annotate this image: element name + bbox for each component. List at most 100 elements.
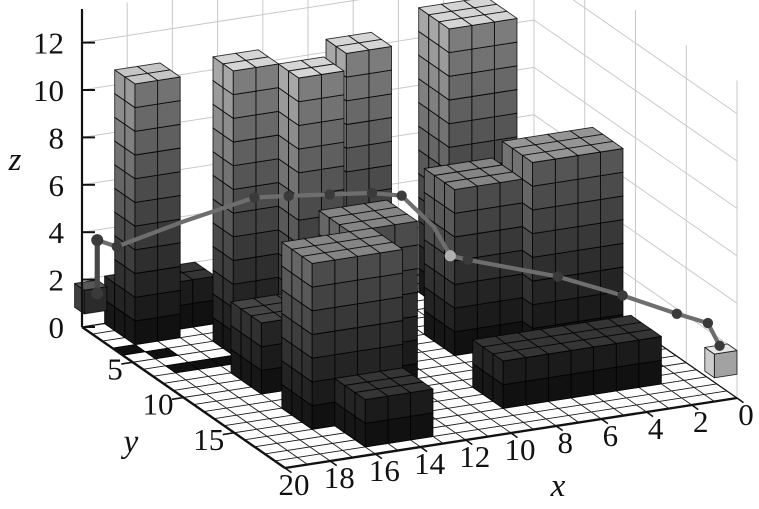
building-cube (255, 110, 279, 139)
path-waypoint-dot (671, 308, 683, 319)
building-cube (476, 229, 501, 258)
building-cube (532, 182, 556, 211)
building-cube (311, 377, 336, 407)
building-cube (255, 205, 279, 234)
building-cube (532, 277, 556, 306)
building-cube (157, 76, 181, 105)
building-cube (345, 73, 370, 102)
building-cube (356, 323, 381, 352)
building-cube (471, 21, 495, 50)
building-cube (532, 300, 556, 329)
building-cube (320, 117, 345, 147)
x-tick (510, 432, 518, 439)
path-waypoint-dot (324, 189, 335, 200)
building-cube (134, 269, 159, 298)
building-cube (532, 205, 556, 235)
building-cube (615, 363, 640, 392)
building-cube (134, 151, 159, 180)
dark-floor-cell (164, 361, 200, 374)
building-cube (438, 17, 473, 30)
building-cube (368, 69, 392, 98)
building-cube (525, 377, 549, 406)
building-cube (260, 366, 285, 395)
y-tick-label: 15 (193, 422, 224, 457)
building-cube (368, 117, 392, 146)
path-waypoint-dot (283, 190, 294, 202)
building-cube (522, 151, 556, 163)
building-cube (499, 273, 523, 302)
building-cube (394, 220, 418, 249)
path-waypoint-dot (462, 254, 473, 265)
building-cube (600, 219, 624, 248)
building-cube (448, 119, 473, 148)
building-cube (577, 198, 601, 228)
x-tick-label: 6 (603, 418, 619, 453)
path-waypoint-dot (91, 234, 104, 247)
building-cube (387, 415, 411, 444)
path-waypoint-dot (714, 340, 725, 351)
building-cube (311, 330, 336, 359)
y-axis-label: y (121, 424, 139, 460)
y-tick (121, 361, 133, 365)
building-cube (255, 253, 279, 282)
building-cube (476, 300, 501, 329)
building-cube (311, 259, 336, 288)
building-cube (157, 123, 181, 152)
building-cube (448, 48, 473, 77)
building-cube (298, 121, 322, 150)
building-cube (547, 373, 572, 402)
building-cube (554, 226, 579, 255)
building-cube (379, 320, 404, 349)
building-cube (454, 280, 478, 309)
building-cube (593, 343, 617, 372)
building-cube (502, 357, 527, 386)
building-cube (232, 114, 257, 143)
building-cube (499, 202, 523, 231)
building-cube (320, 165, 345, 194)
y-tick-label: 10 (143, 387, 174, 422)
building-cube (255, 134, 279, 163)
building-cube (232, 138, 257, 167)
building-cube (476, 182, 501, 211)
building-cube (298, 145, 322, 174)
x-tick (284, 467, 292, 474)
building-cube (638, 359, 662, 388)
building-cube (499, 297, 523, 326)
building-cube (364, 419, 389, 448)
path-waypoint-dot-light (444, 250, 456, 262)
goal-marker-cube (713, 350, 738, 379)
building-cube (454, 185, 478, 214)
building-cube (124, 72, 159, 85)
building-cube (232, 232, 257, 261)
z-axis-label: z (8, 142, 22, 178)
building-cube (320, 141, 345, 170)
building-cube (499, 178, 523, 207)
building-cube (260, 319, 285, 348)
building-cube (476, 205, 501, 234)
building-cube (356, 299, 381, 328)
building-cube (454, 209, 478, 238)
path-waypoint-dot (702, 317, 714, 329)
building-cube (476, 253, 501, 282)
building-cube (255, 158, 279, 187)
building-cube (260, 342, 285, 371)
building-cube (577, 246, 601, 275)
z-tick-label: 10 (33, 73, 64, 108)
building-cube (298, 97, 322, 126)
building-cube (134, 79, 159, 109)
x-tick-label: 18 (324, 460, 355, 495)
building-cube (379, 343, 404, 372)
building-cube (232, 256, 257, 285)
building-cube (311, 306, 336, 335)
building-cube (368, 93, 392, 122)
x-tick-label: 2 (693, 404, 709, 439)
x-tick-label: 0 (738, 397, 754, 432)
building-cube (525, 353, 549, 382)
building-cube (192, 275, 216, 304)
building-cube (354, 388, 389, 401)
building-cube (311, 354, 336, 383)
building-cube (379, 248, 404, 278)
